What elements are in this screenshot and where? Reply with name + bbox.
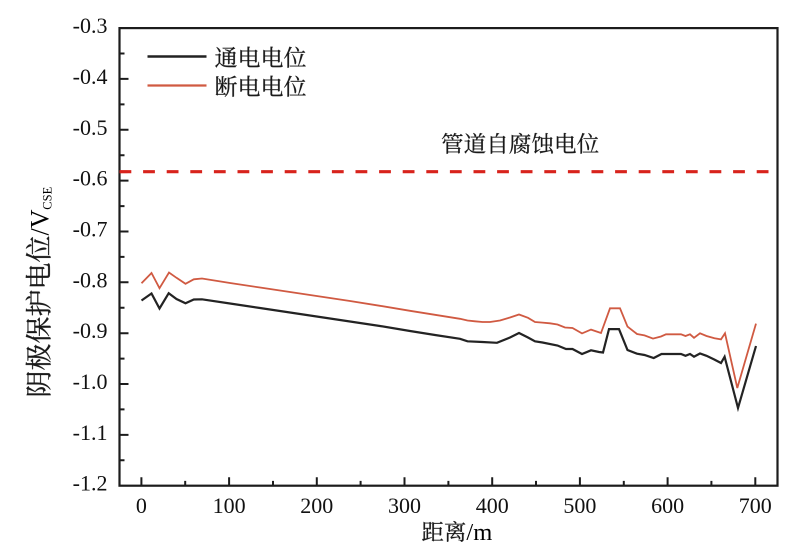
svg-text:/m: /m (466, 519, 492, 546)
svg-text:200: 200 (300, 493, 333, 518)
svg-text:-0.9: -0.9 (73, 318, 108, 343)
svg-text:500: 500 (563, 493, 596, 518)
svg-text:100: 100 (213, 493, 246, 518)
svg-text:0: 0 (136, 493, 147, 518)
svg-text:400: 400 (476, 493, 509, 518)
svg-text:600: 600 (651, 493, 684, 518)
svg-text:-0.8: -0.8 (73, 267, 108, 292)
svg-text:-0.7: -0.7 (73, 217, 108, 242)
svg-text:-0.3: -0.3 (73, 13, 108, 38)
svg-text:-1.0: -1.0 (73, 369, 108, 394)
svg-text:-0.6: -0.6 (73, 166, 108, 191)
svg-text:700: 700 (739, 493, 772, 518)
svg-text:-0.4: -0.4 (73, 64, 108, 89)
svg-text:/V: /V (26, 209, 55, 235)
svg-text:-0.5: -0.5 (73, 115, 108, 140)
svg-text:-1.1: -1.1 (73, 420, 108, 445)
svg-text:-1.2: -1.2 (73, 471, 108, 496)
svg-text:CSE: CSE (41, 186, 55, 209)
svg-text:300: 300 (388, 493, 421, 518)
